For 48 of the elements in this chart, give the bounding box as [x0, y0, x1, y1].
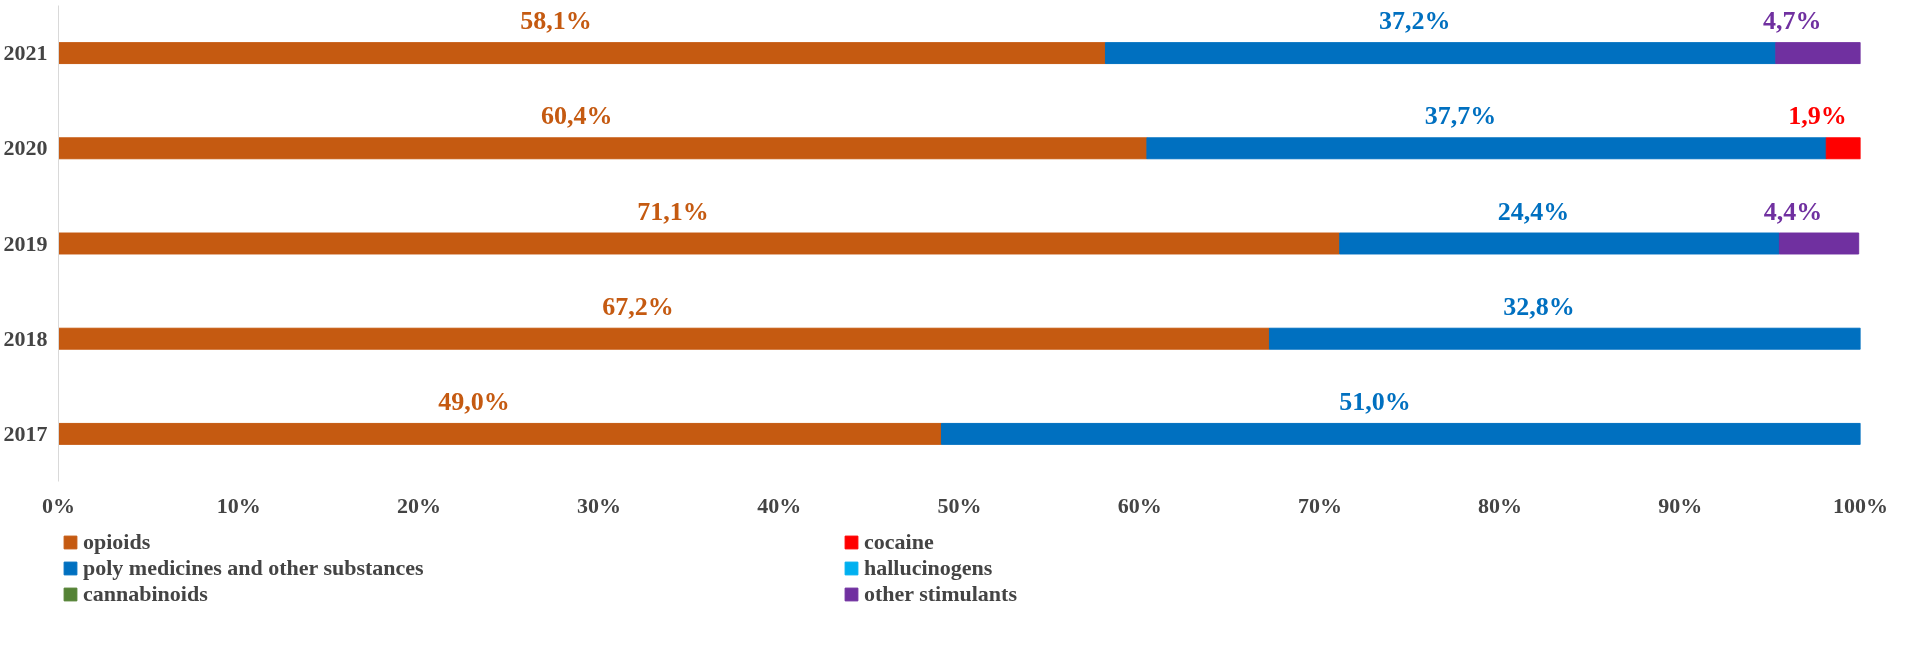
- data-label: 58,1%: [520, 6, 592, 36]
- data-label: 51,0%: [1339, 386, 1411, 416]
- data-label: 67,2%: [602, 291, 674, 321]
- legend-label: opioids: [83, 529, 152, 555]
- data-label: 37,7%: [1424, 101, 1497, 131]
- bar: [1339, 232, 1780, 255]
- bar: [1146, 137, 1827, 160]
- data-label: 49,0%: [438, 386, 510, 416]
- bar: [940, 422, 1861, 445]
- y-tick-label: 2017: [3, 420, 48, 446]
- x-tick-label: 100%: [1833, 492, 1888, 518]
- x-tick-label: 30%: [577, 492, 622, 518]
- bar: [58, 327, 1270, 350]
- x-tick-label: 20%: [396, 492, 441, 518]
- y-tick-label: 2021: [3, 40, 48, 66]
- data-label: 24,4%: [1497, 196, 1570, 226]
- y-tick-label: 2019: [3, 230, 48, 256]
- legend-label: hallucinogens: [864, 555, 994, 581]
- bar: [58, 232, 1341, 255]
- x-tick-label: 70%: [1297, 492, 1342, 518]
- bar: [58, 422, 942, 445]
- data-label: 4,7%: [1762, 6, 1822, 36]
- legend-label: poly medicines and other substances: [83, 555, 425, 581]
- x-tick-label: 0%: [42, 492, 75, 518]
- bar: [1268, 327, 1861, 350]
- x-tick-label: 10%: [216, 492, 261, 518]
- data-label: 60,4%: [540, 101, 613, 131]
- data-label: 1,9%: [1788, 101, 1847, 131]
- bar: [58, 137, 1148, 160]
- legend-label: cannabinoids: [83, 581, 209, 607]
- bar: [1104, 42, 1777, 65]
- x-tick-label: 90%: [1658, 492, 1703, 518]
- y-tick-label: 2018: [3, 325, 48, 351]
- bar: [1825, 137, 1861, 160]
- x-tick-label: 40%: [757, 492, 802, 518]
- data-label: 37,2%: [1378, 6, 1451, 36]
- data-label: 4,4%: [1763, 196, 1823, 226]
- legend-label: other stimulants: [864, 581, 1018, 607]
- legend-label: cocaine: [864, 529, 935, 555]
- x-tick-label: 50%: [937, 492, 982, 518]
- bar: [58, 42, 1106, 65]
- y-tick-label: 2020: [3, 135, 48, 161]
- bar: [1775, 42, 1861, 65]
- x-tick-label: 80%: [1478, 492, 1523, 518]
- bar: [1778, 232, 1860, 255]
- data-label: 71,1%: [637, 196, 709, 226]
- data-label: 32,8%: [1503, 291, 1575, 321]
- x-tick-label: 60%: [1117, 492, 1162, 518]
